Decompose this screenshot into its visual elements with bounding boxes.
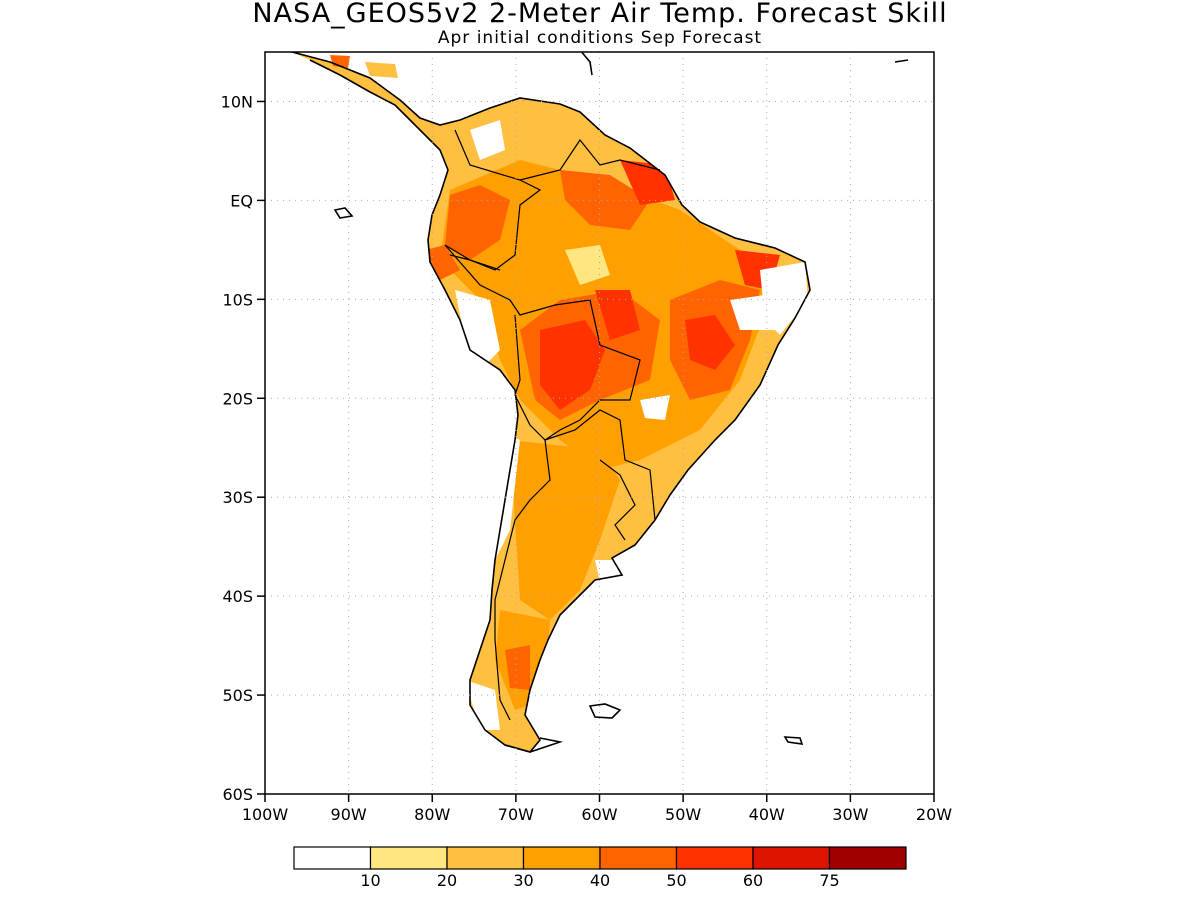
map-subtitle: Apr initial conditions Sep Forecast: [437, 28, 763, 48]
lon-tick-label: 80W: [414, 805, 450, 824]
colorbar-bin: [828, 846, 907, 870]
coastline: [291, 52, 909, 753]
colorbar-label: 60: [743, 871, 763, 890]
colorbar-bin: [446, 846, 525, 870]
colorbar-bin: [293, 846, 372, 870]
lon-tick-label: 90W: [331, 805, 367, 824]
lon-tick-label: 60W: [581, 805, 617, 824]
grid-lines: [265, 52, 934, 794]
lon-tick-label: 30W: [832, 805, 868, 824]
colorbar-bin: [752, 846, 831, 870]
colorbar-bin: [522, 846, 601, 870]
lat-tick-label: 30S: [222, 488, 253, 507]
colorbar-label: 75: [819, 871, 839, 890]
lon-tick-label: 100W: [242, 805, 289, 824]
lat-tick-label: 60S: [222, 785, 253, 804]
colorbar-bin: [675, 846, 754, 870]
lon-tick-label: 20W: [916, 805, 952, 824]
colorbar-label: 10: [360, 871, 380, 890]
colorbar-label: 30: [513, 871, 533, 890]
map-title: NASA_GEOS5v2 2-Meter Air Temp. Forecast …: [252, 0, 948, 29]
lat-tick-label: 40S: [222, 587, 253, 606]
longitude-axis: 100W 90W 80W 70W 60W 50W 40W 30W 20W: [242, 794, 952, 824]
lon-tick-label: 50W: [665, 805, 701, 824]
colorbar-label: 40: [590, 871, 610, 890]
lat-tick-label: 10N: [221, 92, 253, 111]
colorbar-label: 50: [666, 871, 686, 890]
lat-tick-label: 50S: [222, 686, 253, 705]
lon-tick-label: 70W: [498, 805, 534, 824]
lat-tick-label: 20S: [222, 389, 253, 408]
country-borders: [444, 129, 661, 721]
colorbar: 10 20 30 40 50 60 75: [293, 846, 907, 890]
colorbar-bin: [599, 846, 678, 870]
colorbar-label: 20: [437, 871, 457, 890]
lat-tick-label: EQ: [230, 191, 253, 210]
colorbar-bin: [369, 846, 448, 870]
lon-tick-label: 40W: [749, 805, 785, 824]
latitude-axis: 10N EQ 10S 20S 30S 40S 50S 60S: [221, 92, 265, 804]
lat-tick-label: 10S: [222, 290, 253, 309]
